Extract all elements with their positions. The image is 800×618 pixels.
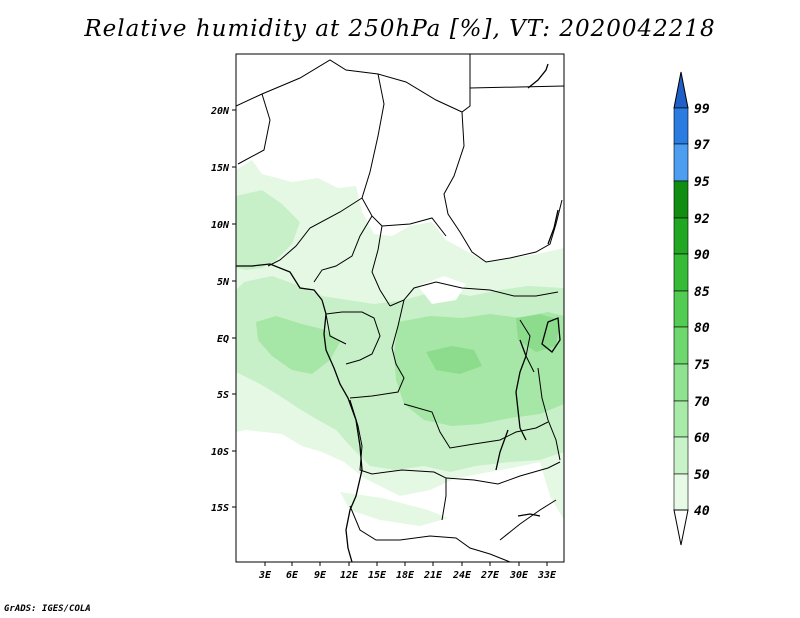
colorbar-segment [673, 143, 689, 182]
lon-label: 18E [396, 570, 415, 581]
lon-label: 33E [537, 570, 557, 581]
colorbar: 99 97 95 92 90 85 80 75 70 60 50 40 [673, 71, 710, 546]
colorbar-label: 70 [694, 395, 710, 410]
lat-labels: 20N 15N 10N 5N EQ 5S 10S 15S [210, 106, 230, 514]
colorbar-label: 50 [694, 468, 710, 483]
colorbar-bottom-arrow [673, 509, 689, 546]
lon-label: 21E [423, 570, 443, 581]
humidity-region-darker [516, 314, 560, 352]
colorbar-label: 95 [694, 175, 710, 190]
humidity-region-light-south [340, 492, 448, 526]
colorbar-top-arrow [673, 71, 689, 109]
lon-label: 30E [509, 570, 529, 581]
colorbar-segment [673, 253, 689, 292]
lat-label: 10S [211, 447, 229, 458]
lon-label: 15E [368, 570, 387, 581]
map-title: Relative humidity at 250hPa [%], VT: 202… [84, 16, 716, 42]
lat-label: 10N [211, 220, 230, 231]
lon-label: 9E [314, 570, 327, 581]
map-frame [235, 53, 565, 563]
colorbar-segment [673, 290, 689, 328]
lat-label: 15S [211, 503, 229, 514]
dry-gap [418, 276, 466, 304]
lat-label: 20N [210, 106, 230, 117]
humidity-region-darker-2 [426, 346, 482, 374]
colorbar-label: 75 [694, 358, 710, 373]
colorbar-label: 97 [694, 138, 710, 153]
colorbar-segment [673, 107, 689, 145]
lon-label: 24E [452, 570, 472, 581]
lat-label: 5N [217, 277, 230, 288]
lon-label: 27E [480, 570, 500, 581]
lat-label: 5S [217, 390, 229, 401]
colorbar-label: 80 [694, 321, 710, 336]
humidity-region-dark [256, 316, 340, 374]
lat-label: 15N [211, 163, 230, 174]
humidity-field [236, 160, 564, 562]
colorbar-label: 40 [694, 504, 710, 519]
colorbar-label: 99 [694, 102, 710, 117]
humidity-region-mid [236, 190, 300, 270]
lon-label: 3E [258, 570, 272, 581]
grads-credit: GrADS: IGES/COLA [4, 604, 91, 614]
colorbar-label: 85 [694, 285, 710, 300]
lon-labels: 3E 6E 9E 12E 15E 18E 21E 24E 27E 30E 33E [258, 570, 557, 581]
colorbar-segment [673, 473, 689, 511]
country-borders [236, 54, 564, 562]
lon-label: 12E [340, 570, 359, 581]
lon-ticks [264, 562, 548, 566]
colorbar-label: 92 [694, 212, 710, 227]
lon-label: 6E [286, 570, 299, 581]
colorbar-label: 60 [694, 431, 710, 446]
colorbar-label: 90 [694, 248, 710, 263]
colorbar-segment [673, 436, 689, 475]
colorbar-segment [673, 217, 689, 255]
lat-label: EQ [217, 334, 229, 345]
coastline [236, 63, 561, 562]
colorbar-segment [673, 180, 689, 219]
colorbar-segment [673, 326, 689, 365]
colorbar-segment [673, 363, 689, 402]
lat-ticks [232, 109, 236, 508]
colorbar-segment [673, 400, 689, 438]
